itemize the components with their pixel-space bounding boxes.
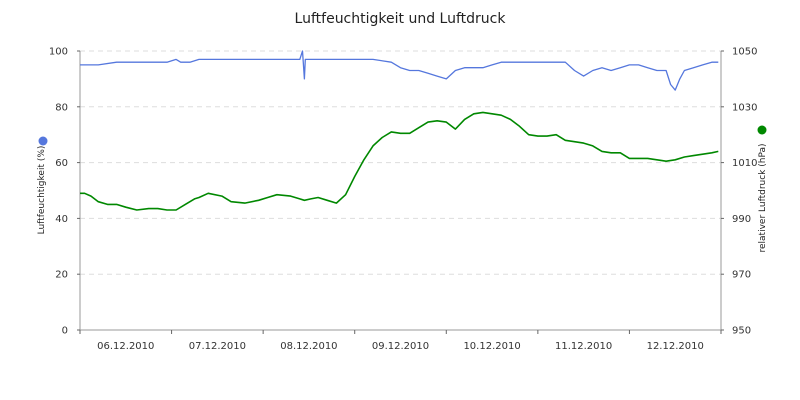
x-tick-label: 06.12.2010 bbox=[97, 341, 154, 352]
x-tick-label: 07.12.2010 bbox=[189, 341, 246, 352]
right-tick-label: 990 bbox=[732, 214, 751, 225]
right-tick-label: 1030 bbox=[732, 102, 757, 113]
left-tick-label: 100 bbox=[49, 47, 68, 58]
left-axis-ticks: 0 20 40 60 80 100 bbox=[49, 47, 80, 337]
left-tick-label: 80 bbox=[55, 102, 68, 113]
x-tick-label: 12.12.2010 bbox=[647, 341, 704, 352]
series-line-luftfeuchtigkeit bbox=[80, 111, 719, 211]
left-tick-label: 40 bbox=[55, 214, 68, 225]
x-tick-label: 10.12.2010 bbox=[463, 341, 520, 352]
right-tick-label: 1050 bbox=[732, 47, 757, 58]
x-tick-label: 09.12.2010 bbox=[372, 341, 429, 352]
grid-lines bbox=[80, 50, 721, 275]
axes bbox=[79, 51, 722, 331]
left-axis-label: Luftfeuchtigkeit (%) bbox=[37, 146, 47, 235]
x-tick-label: 11.12.2010 bbox=[555, 341, 612, 352]
pressure-legend-marker bbox=[757, 125, 767, 135]
right-tick-label: 950 bbox=[732, 326, 751, 337]
series-line-luftdruck bbox=[80, 50, 719, 91]
left-tick-label: 60 bbox=[55, 158, 68, 169]
right-tick-label: 1010 bbox=[732, 158, 757, 169]
humidity-legend-marker bbox=[38, 136, 48, 146]
x-axis-ticks: 06.12.2010 07.12.2010 08.12.2010 09.12.2010… bbox=[79, 330, 722, 352]
left-tick-label: 0 bbox=[62, 326, 68, 337]
chart-title: Luftfeuchtigkeit und Luftdruck bbox=[295, 11, 507, 27]
left-tick-label: 20 bbox=[55, 270, 68, 281]
right-tick-label: 970 bbox=[732, 270, 751, 281]
right-axis-ticks: 950 970 990 1010 1030 1050 bbox=[721, 47, 757, 337]
series-layer bbox=[80, 50, 719, 211]
x-tick-label: 08.12.2010 bbox=[280, 341, 337, 352]
right-axis-label: relativer Luftdruck (hPa) bbox=[758, 143, 768, 252]
